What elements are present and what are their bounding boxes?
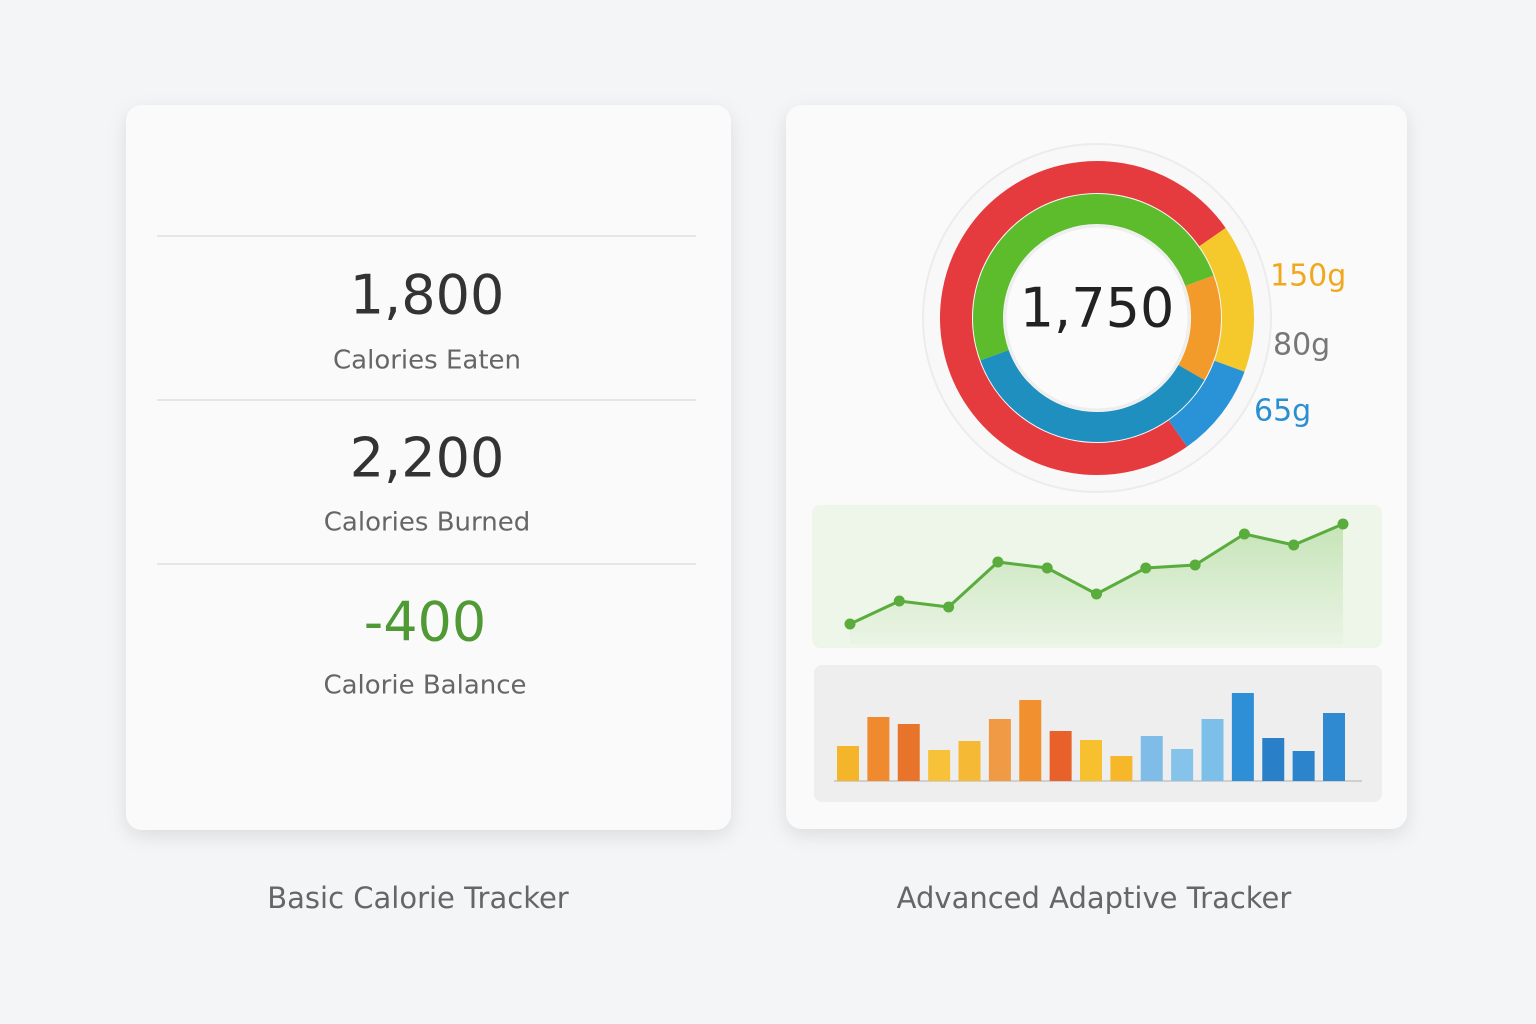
line-point — [844, 618, 856, 630]
bar — [1231, 693, 1254, 781]
bar — [1140, 736, 1163, 781]
line-point — [1288, 539, 1300, 551]
stat-value: 1,800 — [350, 264, 505, 327]
ring-segment — [1178, 275, 1221, 380]
ring-segment — [980, 349, 1205, 442]
caption: Advanced Adaptive Tracker — [897, 881, 1292, 915]
line-point — [893, 595, 905, 607]
stat-label: Calorie Balance — [323, 671, 526, 701]
caption: Basic Calorie Tracker — [267, 881, 569, 915]
ring-segment — [1199, 227, 1254, 372]
line-point — [1041, 562, 1053, 574]
stat-value: 2,200 — [350, 427, 505, 490]
stat-label: Calories Burned — [324, 508, 530, 538]
bar — [1110, 756, 1133, 781]
bar — [958, 741, 981, 781]
line-point — [1337, 518, 1349, 530]
bar — [1292, 751, 1315, 781]
basic-card — [126, 105, 731, 830]
stat-label: Calories Eaten — [333, 346, 521, 376]
bar — [837, 746, 859, 781]
line-point — [1140, 562, 1152, 574]
bar — [1019, 700, 1042, 781]
line-point — [1091, 588, 1102, 600]
ring-segment — [940, 161, 1226, 475]
rings — [940, 161, 1254, 475]
ring-center — [1003, 224, 1191, 412]
ring-value: 1,750 — [1020, 277, 1175, 340]
line-point — [1238, 528, 1250, 540]
ring-segment — [973, 194, 1214, 361]
bar — [1049, 731, 1072, 781]
bar — [1080, 740, 1102, 781]
bar — [1262, 738, 1285, 781]
bar — [1323, 713, 1345, 781]
bar — [1171, 749, 1194, 781]
bar — [928, 750, 951, 781]
bar — [897, 724, 920, 781]
bar — [1201, 719, 1224, 781]
line-point — [1189, 559, 1201, 571]
line-point — [992, 556, 1004, 568]
ring-label: 80g — [1273, 328, 1330, 363]
line-area — [850, 524, 1343, 644]
ring-label: 65g — [1254, 394, 1311, 429]
ring-label: 150g — [1270, 259, 1346, 294]
bar — [988, 719, 1011, 781]
ring-segment — [1168, 360, 1245, 447]
stat-value: -400 — [364, 591, 487, 654]
charts — [837, 518, 1349, 781]
line-point — [943, 601, 955, 613]
bar — [867, 717, 890, 781]
